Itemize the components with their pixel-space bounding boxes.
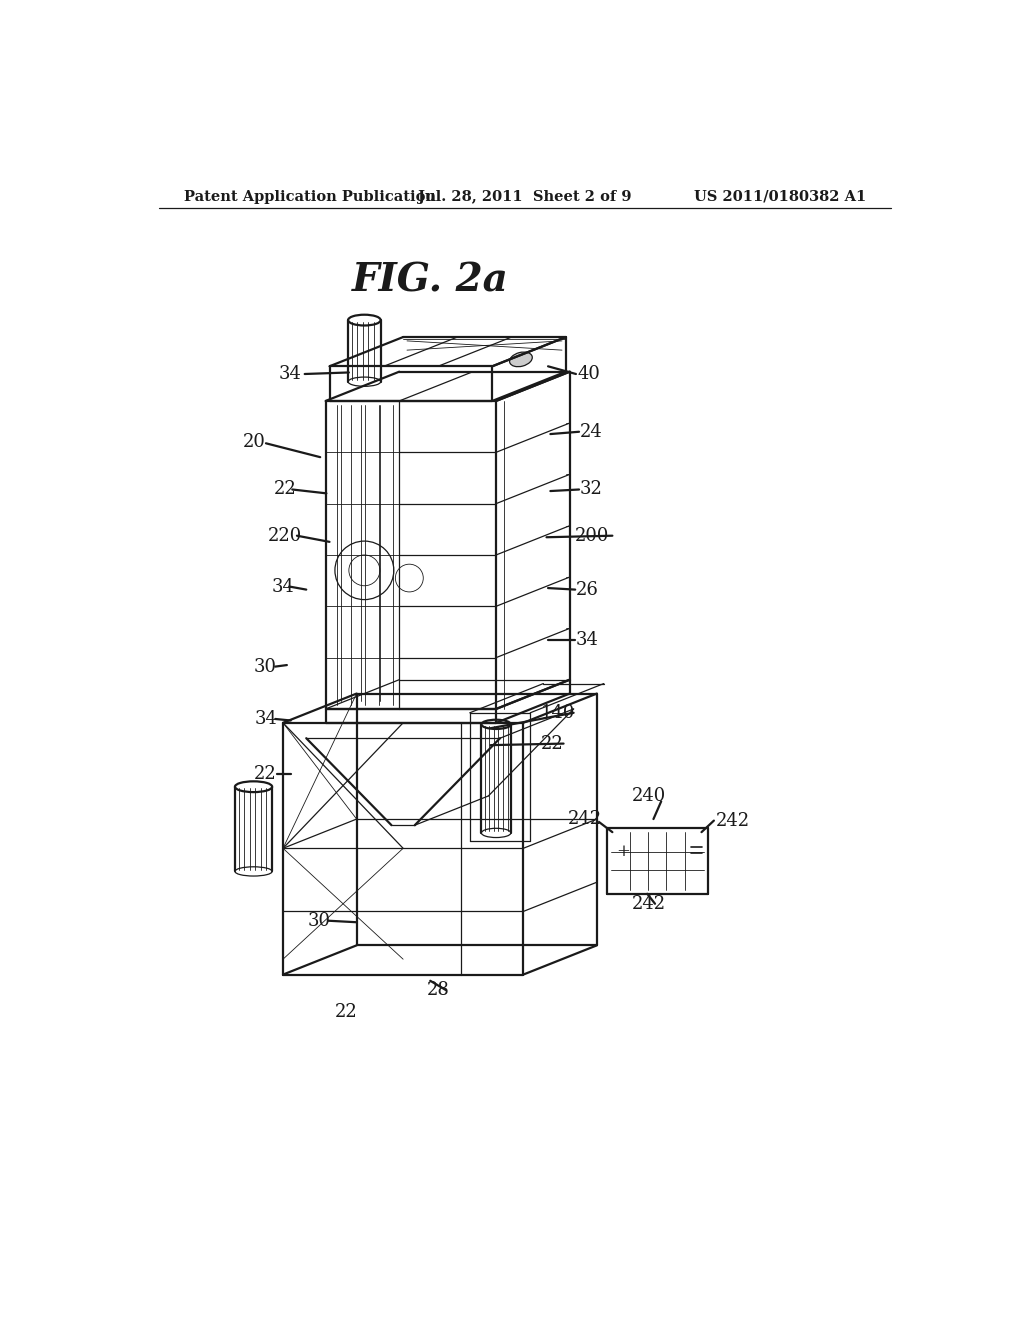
Text: FIG. 2a: FIG. 2a (352, 261, 509, 300)
Text: 30: 30 (254, 657, 276, 676)
Ellipse shape (234, 781, 272, 792)
Ellipse shape (481, 719, 511, 729)
Text: 22: 22 (273, 480, 297, 499)
Text: 20: 20 (243, 433, 265, 450)
Ellipse shape (510, 352, 532, 367)
Text: 240: 240 (632, 787, 666, 805)
Text: 140: 140 (541, 704, 575, 722)
Text: 242: 242 (716, 812, 750, 829)
Text: 28: 28 (426, 981, 450, 999)
Text: 22: 22 (335, 1003, 358, 1020)
Text: 32: 32 (580, 480, 603, 499)
Text: 26: 26 (575, 581, 599, 598)
Text: US 2011/0180382 A1: US 2011/0180382 A1 (693, 190, 866, 203)
Text: 24: 24 (580, 422, 602, 441)
Ellipse shape (348, 314, 381, 326)
Text: 34: 34 (271, 578, 294, 595)
Text: 34: 34 (280, 366, 302, 383)
Text: Jul. 28, 2011  Sheet 2 of 9: Jul. 28, 2011 Sheet 2 of 9 (418, 190, 632, 203)
Text: 22: 22 (254, 766, 276, 783)
Text: +: + (616, 842, 630, 859)
Text: 242: 242 (632, 895, 666, 912)
Text: 34: 34 (254, 710, 278, 727)
Text: 242: 242 (568, 810, 602, 828)
Text: 22: 22 (541, 735, 564, 752)
Text: Patent Application Publication: Patent Application Publication (183, 190, 436, 203)
Text: 40: 40 (578, 366, 600, 383)
Text: 200: 200 (575, 527, 609, 545)
Text: 220: 220 (267, 527, 302, 545)
Text: 30: 30 (308, 912, 331, 929)
Text: 34: 34 (575, 631, 599, 648)
